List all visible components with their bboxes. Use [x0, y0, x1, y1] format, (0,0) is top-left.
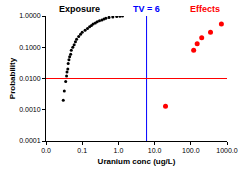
svg-text:0.0100: 0.0100 [19, 75, 41, 82]
svg-text:1.0: 1.0 [114, 147, 124, 154]
svg-text:0.0: 0.0 [41, 147, 51, 154]
svg-text:Effects: Effects [190, 4, 220, 14]
svg-text:1000.0: 1000.0 [216, 147, 238, 154]
svg-text:TV = 6: TV = 6 [133, 4, 160, 14]
svg-text:Exposure: Exposure [59, 4, 100, 14]
svg-text:0.1: 0.1 [77, 147, 87, 154]
svg-text:0.0010: 0.0010 [19, 106, 41, 113]
svg-text:1.0000: 1.0000 [19, 12, 41, 19]
svg-text:100.0: 100.0 [182, 147, 200, 154]
svg-text:0.1000: 0.1000 [19, 44, 41, 51]
svg-text:0.0001: 0.0001 [19, 137, 41, 144]
svg-text:Probability: Probability [8, 57, 17, 99]
svg-text:Uranium conc (ug/L): Uranium conc (ug/L) [98, 157, 176, 166]
svg-text:10.0: 10.0 [148, 147, 162, 154]
